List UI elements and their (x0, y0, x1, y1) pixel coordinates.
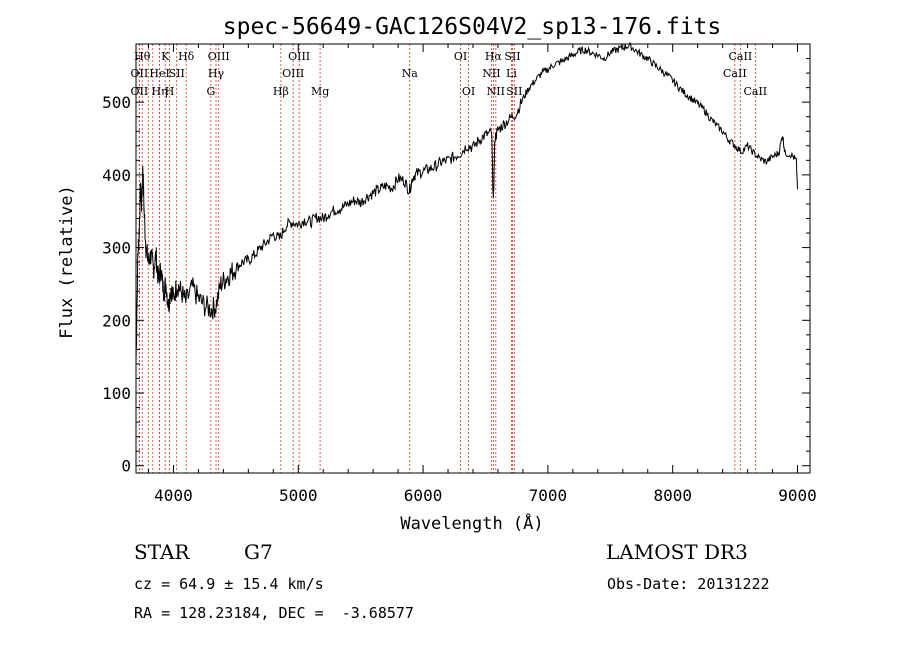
x-tick-label: 7000 (529, 486, 568, 505)
line-marker-label: H (165, 85, 175, 98)
chart-title: spec-56649-GAC126S04V2_sp13-176.fits (223, 14, 722, 40)
y-tick-label: 500 (102, 93, 131, 112)
y-axis: 0 100 200 300 400 500 (102, 58, 810, 476)
line-marker-label: NII (487, 85, 505, 98)
object-class: STAR (134, 540, 190, 564)
line-marker-label: OII (131, 85, 149, 98)
obs-date-readout: Obs-Date: 20131222 (607, 575, 770, 593)
x-tick-label: 9000 (778, 486, 817, 505)
line-marker-label: OIII (208, 50, 230, 63)
y-tick-label: 400 (102, 166, 131, 185)
line-marker-label: Hβ (273, 85, 289, 98)
x-axis: 4000 5000 6000 7000 8000 9000 (147, 44, 817, 505)
line-marker-label: Hη (151, 85, 167, 98)
plot-frame (135, 43, 811, 474)
object-subclass: G7 (244, 540, 273, 564)
line-marker-label: CaII (729, 50, 753, 63)
flux-line (135, 42, 798, 365)
coordinates-readout: RA = 128.23184, DEC = -3.68577 (134, 604, 414, 622)
x-axis-label: Wavelength (Å) (400, 512, 543, 534)
x-tick-label: 5000 (279, 486, 318, 505)
line-marker-label: SII (504, 50, 520, 63)
redshift-readout: cz = 64.9 ± 15.4 km/s (134, 575, 324, 593)
line-marker-label: OI (462, 85, 475, 98)
line-marker-label: OIII (288, 50, 310, 63)
line-marker-label: Li (506, 67, 517, 80)
y-tick-label: 100 (102, 384, 131, 403)
y-axis-label: Flux (relative) (57, 185, 77, 339)
survey-name: LAMOST DR3 (606, 540, 748, 564)
line-marker-label: OIII (282, 67, 304, 80)
y-tick-label: 200 (102, 311, 131, 330)
line-marker-label: G (206, 85, 215, 98)
line-marker-label: Mg (311, 85, 329, 98)
line-marker-label: Hθ (134, 50, 151, 63)
y-tick-label: 0 (121, 457, 131, 476)
line-marker-label: CaII (723, 67, 747, 80)
line-marker-label: NII (482, 67, 500, 80)
x-tick-label: 8000 (653, 486, 692, 505)
x-tick-label: 6000 (404, 486, 443, 505)
line-marker-label: SII (169, 67, 185, 80)
line-marker-label: Na (402, 67, 419, 80)
line-marker-label: OI (454, 50, 467, 63)
line-marker-label: K (161, 50, 170, 63)
line-marker-label: SII (506, 85, 522, 98)
line-marker-label: Hγ (208, 67, 225, 80)
line-marker-label: Hδ (178, 50, 195, 63)
line-marker-label: Hα (485, 50, 503, 63)
x-tick-label: 4000 (154, 486, 193, 505)
line-marker-label: CaII (743, 85, 767, 98)
y-tick-label: 300 (102, 239, 131, 258)
flux-series (135, 42, 798, 365)
line-marker-label: HeI (149, 67, 169, 80)
spectral-line-labels: OIIOIIHθHeIHηKHSIIHδGHγOIIIHβOIIIOIIIMgN… (131, 50, 768, 98)
spectral-line-markers (138, 44, 756, 473)
